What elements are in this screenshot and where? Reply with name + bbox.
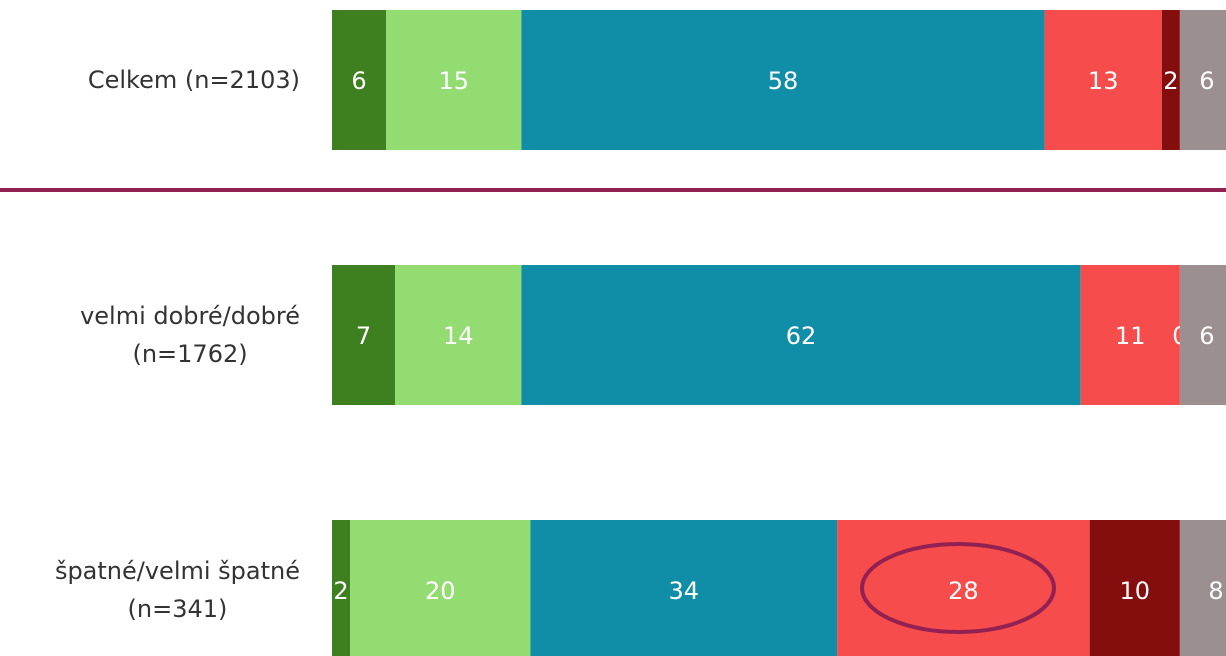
category-label: špatné/velmi špatné (n=341) (54, 557, 300, 623)
bar-segment (395, 265, 522, 405)
bar-segment (332, 265, 396, 405)
data-label: 2 (333, 577, 348, 605)
bar-segment (521, 10, 1045, 150)
highlight-ellipse (860, 542, 1056, 634)
data-label: 11 (1115, 322, 1146, 350)
bar-segment (1179, 10, 1226, 150)
bar-segment (1179, 520, 1226, 656)
data-label: 6 (351, 67, 366, 95)
data-label: 15 (438, 67, 469, 95)
bar-segment (530, 520, 838, 656)
category-label: velmi dobré/dobré (n=1762) (80, 302, 300, 368)
data-label: 20 (425, 577, 456, 605)
data-label: 6 (1199, 67, 1214, 95)
bar-segment (386, 10, 522, 150)
bar-segment (1080, 265, 1180, 405)
bar-segment (332, 10, 387, 150)
data-label: 2 (1163, 67, 1178, 95)
data-label: 34 (669, 577, 700, 605)
bar-segment (1044, 10, 1162, 150)
data-label: 8 (1208, 577, 1223, 605)
bar-segment (521, 265, 1081, 405)
bar-segment (1161, 10, 1180, 150)
bar-segment (332, 520, 351, 656)
data-label: 10 (1120, 577, 1151, 605)
data-label: 6 (1199, 322, 1214, 350)
data-label: 62 (786, 322, 817, 350)
data-label: 14 (443, 322, 474, 350)
bar-segment (350, 520, 531, 656)
data-label: 7 (356, 322, 371, 350)
bar-segment (1089, 520, 1180, 656)
data-label: 28 (948, 577, 979, 605)
data-label: 58 (768, 67, 799, 95)
bar-segment (1179, 265, 1226, 405)
category-label: Celkem (n=2103) (87, 66, 300, 94)
data-label: 13 (1088, 67, 1119, 95)
